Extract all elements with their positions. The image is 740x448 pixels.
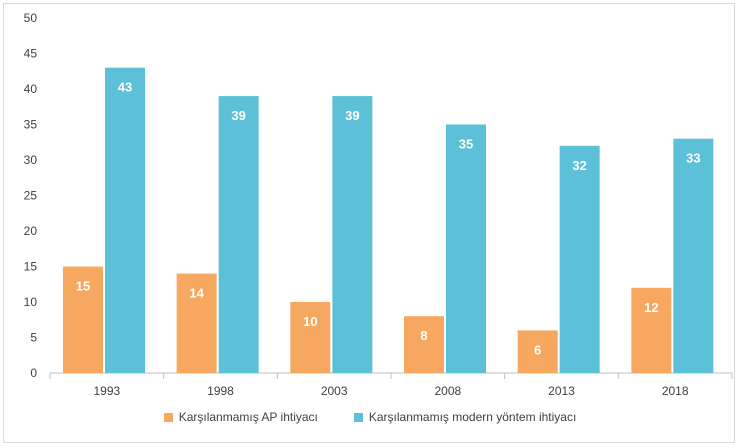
- bar-ap: [290, 302, 331, 373]
- data-labels: 15 14 10 8 6 12 43 39 39 35 32 33: [76, 80, 701, 358]
- x-tick-label: 2013: [548, 384, 575, 398]
- data-label: 35: [459, 137, 473, 152]
- bar-ap: [631, 287, 672, 373]
- legend-item-ap: Karşılanmamış AP ihtiyacı: [163, 410, 318, 424]
- legend-swatch-ap: [163, 412, 173, 422]
- legend: Karşılanmamış AP ihtiyacı Karşılanmamış …: [0, 410, 740, 424]
- legend-label-ap: Karşılanmamış AP ihtiyacı: [178, 410, 318, 424]
- bar-modern: [446, 124, 486, 373]
- bars: [63, 67, 714, 373]
- legend-label-modern: Karşılanmamış modern yöntem ihtiyacı: [368, 410, 577, 424]
- bar-ap: [517, 330, 558, 373]
- bar-ap: [176, 273, 217, 373]
- data-label: 10: [303, 314, 317, 329]
- data-label: 43: [118, 80, 132, 95]
- data-label: 15: [76, 279, 90, 294]
- x-tick-label: 1998: [207, 384, 234, 398]
- data-label: 39: [231, 108, 245, 123]
- legend-item-modern: Karşılanmamış modern yöntem ihtiyacı: [353, 410, 577, 424]
- y-tick-label: 35: [24, 118, 38, 132]
- x-tick-label: 2003: [321, 384, 348, 398]
- y-tick-label: 40: [24, 82, 38, 96]
- y-axis: 0 5 10 15 20 25 30 35 40 45 50: [24, 11, 38, 380]
- bar-modern: [332, 96, 373, 373]
- y-tick-label: 25: [24, 189, 38, 203]
- data-label: 32: [572, 158, 586, 173]
- y-tick-label: 5: [30, 331, 37, 345]
- bar-modern: [673, 138, 714, 373]
- x-tick-label: 2018: [662, 384, 689, 398]
- data-label: 33: [686, 151, 700, 166]
- y-tick-label: 45: [24, 47, 38, 61]
- x-axis: 1993 1998 2003 2008 2013 2018: [49, 372, 733, 398]
- bar-modern: [105, 67, 145, 373]
- bar-ap: [63, 266, 103, 373]
- y-tick-label: 10: [24, 295, 38, 309]
- data-label: 8: [420, 328, 427, 343]
- data-label: 6: [534, 342, 541, 357]
- x-tick-label: 2008: [434, 384, 461, 398]
- data-label: 39: [345, 108, 359, 123]
- y-tick-label: 50: [24, 11, 38, 25]
- data-label: 12: [644, 300, 658, 315]
- x-tick-label: 1993: [93, 384, 120, 398]
- y-tick-label: 20: [24, 224, 38, 238]
- y-tick-label: 15: [24, 260, 38, 274]
- legend-swatch-modern: [353, 412, 363, 422]
- y-tick-label: 0: [30, 366, 37, 380]
- y-tick-label: 30: [24, 153, 38, 167]
- data-label: 14: [189, 286, 204, 301]
- bar-modern: [218, 96, 259, 373]
- bar-modern: [559, 145, 600, 373]
- bar-ap: [404, 316, 444, 373]
